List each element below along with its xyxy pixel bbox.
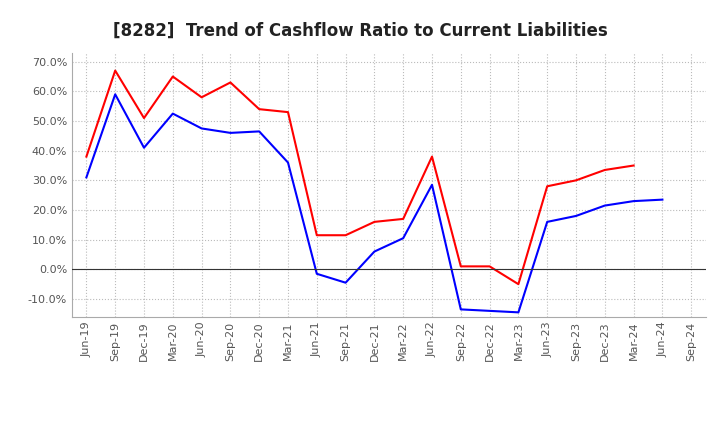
Operating CF to Current Liabilities xyxy=(543,183,552,189)
Operating CF to Current Liabilities xyxy=(82,154,91,159)
Operating CF to Current Liabilities xyxy=(140,115,148,121)
Operating CF to Current Liabilities xyxy=(514,282,523,287)
Operating CF to Current Liabilities xyxy=(111,68,120,73)
Free CF to Current Liabilities xyxy=(312,271,321,276)
Operating CF to Current Liabilities xyxy=(572,178,580,183)
Operating CF to Current Liabilities xyxy=(255,106,264,112)
Free CF to Current Liabilities xyxy=(370,249,379,254)
Free CF to Current Liabilities xyxy=(111,92,120,97)
Operating CF to Current Liabilities xyxy=(629,163,638,168)
Free CF to Current Liabilities xyxy=(255,129,264,134)
Free CF to Current Liabilities xyxy=(284,160,292,165)
Free CF to Current Liabilities xyxy=(485,308,494,314)
Free CF to Current Liabilities xyxy=(399,235,408,241)
Operating CF to Current Liabilities xyxy=(226,80,235,85)
Operating CF to Current Liabilities xyxy=(485,264,494,269)
Free CF to Current Liabilities xyxy=(629,198,638,204)
Free CF to Current Liabilities xyxy=(543,219,552,224)
Free CF to Current Liabilities xyxy=(82,175,91,180)
Line: Operating CF to Current Liabilities: Operating CF to Current Liabilities xyxy=(86,70,634,284)
Operating CF to Current Liabilities xyxy=(168,74,177,79)
Operating CF to Current Liabilities xyxy=(456,264,465,269)
Operating CF to Current Liabilities xyxy=(370,219,379,224)
Operating CF to Current Liabilities xyxy=(312,233,321,238)
Free CF to Current Liabilities xyxy=(197,126,206,131)
Free CF to Current Liabilities xyxy=(140,145,148,150)
Operating CF to Current Liabilities xyxy=(197,95,206,100)
Free CF to Current Liabilities xyxy=(658,197,667,202)
Operating CF to Current Liabilities xyxy=(428,154,436,159)
Free CF to Current Liabilities xyxy=(341,280,350,285)
Free CF to Current Liabilities xyxy=(428,182,436,187)
Operating CF to Current Liabilities xyxy=(284,110,292,115)
Free CF to Current Liabilities xyxy=(600,203,609,208)
Operating CF to Current Liabilities xyxy=(600,167,609,172)
Free CF to Current Liabilities xyxy=(168,111,177,116)
Operating CF to Current Liabilities xyxy=(341,233,350,238)
Free CF to Current Liabilities xyxy=(572,213,580,219)
Free CF to Current Liabilities xyxy=(514,310,523,315)
Free CF to Current Liabilities xyxy=(226,130,235,136)
Text: [8282]  Trend of Cashflow Ratio to Current Liabilities: [8282] Trend of Cashflow Ratio to Curren… xyxy=(112,22,608,40)
Line: Free CF to Current Liabilities: Free CF to Current Liabilities xyxy=(86,94,662,312)
Operating CF to Current Liabilities xyxy=(399,216,408,222)
Free CF to Current Liabilities xyxy=(456,307,465,312)
